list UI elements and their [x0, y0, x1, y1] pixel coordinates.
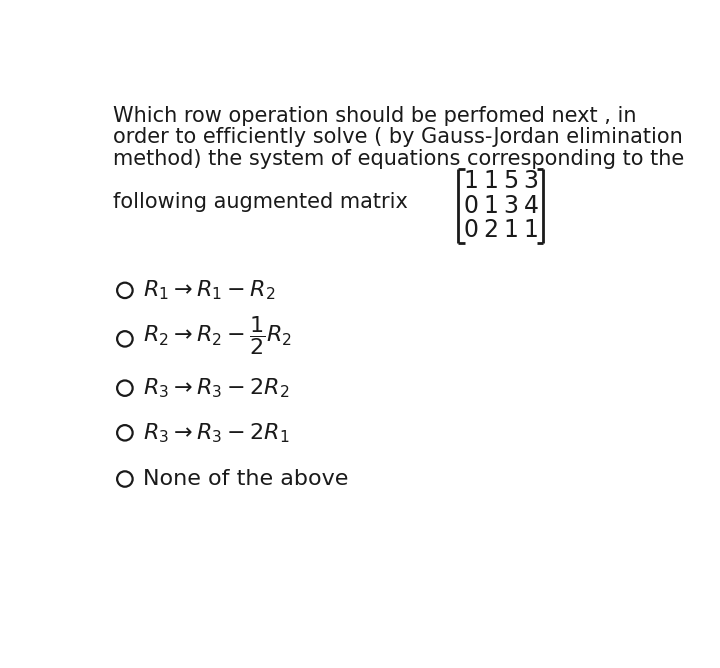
Text: $R_3\rightarrow R_3 - 2R_1$: $R_3\rightarrow R_3 - 2R_1$	[143, 421, 289, 445]
Text: None of the above: None of the above	[143, 469, 348, 489]
Text: $R_3\rightarrow R_3 - 2R_2$: $R_3\rightarrow R_3 - 2R_2$	[143, 376, 289, 400]
Text: 1: 1	[483, 169, 498, 193]
Text: 0: 0	[463, 218, 478, 242]
Text: Which row operation should be perfomed next , in: Which row operation should be perfomed n…	[113, 106, 636, 126]
Text: 3: 3	[523, 169, 539, 193]
Text: order to efficiently solve ( by Gauss-Jordan elimination: order to efficiently solve ( by Gauss-Jo…	[113, 127, 683, 147]
Text: $R_1\rightarrow R_1 - R_2$: $R_1\rightarrow R_1 - R_2$	[143, 279, 275, 302]
Text: 4: 4	[523, 194, 539, 218]
Text: 1: 1	[523, 218, 539, 242]
Text: 1: 1	[483, 194, 498, 218]
Text: 2: 2	[483, 218, 498, 242]
Text: 1: 1	[503, 218, 518, 242]
Text: following augmented matrix: following augmented matrix	[113, 192, 408, 212]
Text: 3: 3	[503, 194, 518, 218]
Text: 5: 5	[503, 169, 518, 193]
Text: 1: 1	[463, 169, 478, 193]
Text: 0: 0	[463, 194, 478, 218]
Text: $R_2\rightarrow R_2 - \dfrac{1}{2}R_2$: $R_2\rightarrow R_2 - \dfrac{1}{2}R_2$	[143, 315, 292, 357]
Text: method) the system of equations corresponding to the: method) the system of equations correspo…	[113, 149, 685, 169]
